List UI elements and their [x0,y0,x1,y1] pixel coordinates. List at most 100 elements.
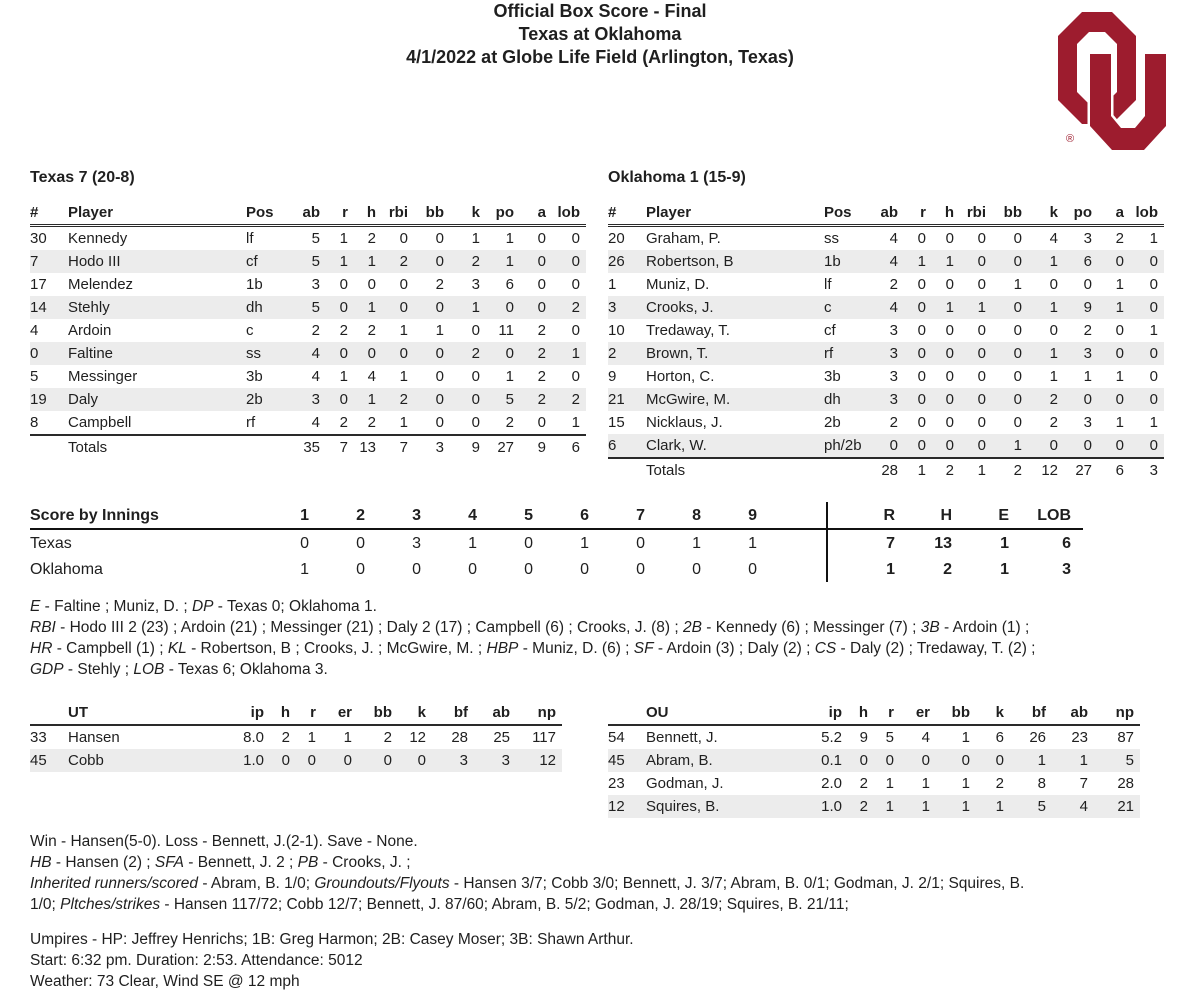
ou-pitching-body: 54 Bennett, J. 5.2 9 5 4 1 6 26 23 87 45 Abram, B. 0.… [608,725,1140,818]
table-cell: 23 [608,774,625,792]
table-cell: 3 [1064,342,1098,365]
table-cell: 0 [450,388,486,411]
table-cell: bb [358,701,398,726]
table-cell: 0 [339,275,348,293]
table-cell [246,434,292,459]
table-cell: 10 [608,321,625,339]
table-cell: 1 [1149,413,1158,431]
table-cell: 0 [1049,275,1058,293]
table-cell: 3 [1021,556,1083,582]
table-cell: 0 [571,367,580,385]
table-cell: 0 [904,296,932,319]
batting-notes: RBI - Hodo III 2 (23) ; Ardoin (21) ; Me… [30,617,1185,680]
table-cell: h [270,701,296,726]
table-cell: 2 [995,774,1004,792]
table-cell [608,701,646,726]
table-cell: 6 [995,728,1004,746]
table-row: 1 Muniz, D. lf 2 0 0 0 1 0 0 1 0 [608,273,1164,296]
table-cell: 1 [505,229,514,247]
box-score-title: Official Box Score - Final Texas at Okla… [0,0,1200,69]
table-cell: 2 [537,367,546,385]
table-cell: 0 [552,250,586,273]
table-row: Score by Innings 1 2 3 4 5 6 7 8 9 R H E LOB [30,502,1083,530]
table-cell: E [964,502,1021,530]
table-cell: Clark, W. [646,434,824,458]
table-cell: 6 [1064,250,1098,273]
table-cell: 1b [824,250,870,273]
table-cell: h [932,201,960,227]
table-cell [769,502,828,530]
table-cell: 0 [874,749,900,772]
title-line-1: Official Box Score - Final [493,1,707,21]
table-cell: Graham, P. [646,229,721,247]
table-row: 30 Kennedy lf 5 1 2 0 0 1 1 0 0 [30,226,586,251]
table-cell: Hodo III [68,250,246,273]
table-cell: 3 [471,275,480,293]
table-cell: 26 [608,250,646,273]
table-cell: dh [246,296,292,319]
table-cell: 0 [414,342,450,365]
table-cell: 0 [296,749,322,772]
table-cell: 0 [1013,367,1022,385]
table-cell: 7 [601,502,657,530]
table-cell [30,701,68,726]
table-cell: 1 [552,342,586,365]
table-cell: rbi [960,201,992,227]
table-cell: 1 [399,367,408,385]
table-cell: 0 [992,250,1028,273]
table-cell: OU [646,701,806,726]
table-cell: 0 [321,556,377,582]
table-cell: 11 [498,321,514,339]
table-cell [608,457,646,482]
oklahoma-ou-logo: ® [1046,10,1170,153]
table-cell: 2 [537,321,546,339]
oklahoma-batting-body: 20 Graham, P. ss 4 0 0 0 0 4 3 2 1 26 Robertson, B 1b 4… [608,226,1164,458]
table-row: 6 Clark, W. ph/2b 0 0 0 0 1 0 0 0 0 [608,434,1164,458]
table-cell: 2 [552,296,586,319]
table-cell: 0 [977,229,986,247]
table-cell: 12 [516,749,562,772]
table-cell: 6 [552,434,586,459]
table-cell: 1 [961,774,970,792]
table-cell: 2 [848,795,874,818]
table-cell: 13 [354,434,382,459]
table-cell: 4 [292,342,326,365]
table-cell: er [322,701,358,726]
table-cell: ab [870,201,904,227]
table-cell: 1 [657,529,713,556]
table-cell: 0 [489,556,545,582]
table-cell: Pos [246,201,292,227]
table-cell: 0 [354,342,382,365]
table-cell: 33 [30,728,47,746]
table-row: 21 McGwire, M. dh 3 0 0 0 0 2 0 0 0 [608,388,1164,411]
table-row: 33 Hansen 8.0 2 1 1 2 12 28 25 117 [30,725,562,749]
table-cell: 0 [917,367,926,385]
table-cell: bb [414,201,450,227]
table-cell: k [1028,201,1064,227]
title-line-3: 4/1/2022 at Globe Life Field (Arlington,… [406,47,794,67]
table-cell: 0 [414,296,450,319]
table-cell: 45 [608,749,646,772]
table-row: Texas 0 0 3 1 0 1 0 1 1 7 13 1 6 [30,529,1083,556]
table-cell: 1 [992,434,1028,458]
table-cell: 8 [1037,774,1046,792]
table-row: 19 Daly 2b 3 0 1 2 0 0 5 2 2 [30,388,586,411]
table-cell: 2 [321,502,377,530]
table-cell: Melendez [68,275,134,293]
stat-line: RBI - Hodo III 2 (23) ; Ardoin (21) ; Me… [30,619,1030,636]
table-cell: 2 [339,413,348,431]
table-cell: 27 [486,434,520,459]
table-cell: 6 [1098,457,1130,482]
table-cell: cf [824,321,836,339]
fielding-notes: E - Faltine ; Muniz, D. ; DP - Texas 0; … [30,596,1185,617]
table-cell: 3 [1083,229,1092,247]
table-cell: 0 [321,529,377,556]
table-cell: 0 [917,275,926,293]
table-row: 17 Melendez 1b 3 0 0 0 2 3 6 0 0 [30,273,586,296]
table-cell: 0 [917,413,926,431]
table-cell: po [1064,201,1098,227]
table-cell: 2 [367,413,376,431]
table-cell: 4 [1052,795,1094,818]
table-cell: 14 [30,296,68,319]
table-cell: 28 [451,728,468,746]
